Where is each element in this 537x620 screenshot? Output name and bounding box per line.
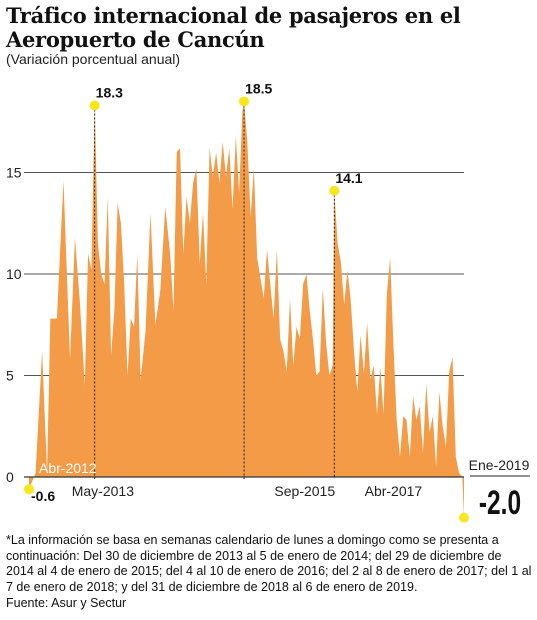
area-series	[29, 101, 464, 518]
annotation-marker	[459, 512, 469, 523]
annotation-label: 14.1	[335, 170, 362, 186]
chart-title: Tráfico internacional de pasajeros en el…	[6, 3, 461, 52]
y-tick-label: 15	[6, 165, 22, 181]
annotation-marker	[329, 185, 340, 196]
annotation-marker	[239, 96, 250, 107]
annotation-lines	[94, 101, 335, 479]
area-series-fill	[29, 101, 464, 518]
x-tick-label: Abr-2012	[39, 460, 97, 476]
chart-subtitle: (Variación porcentual anual)	[6, 51, 181, 67]
annotation-label: -2.0	[479, 484, 521, 522]
x-tick-label: Abr-2017	[365, 483, 423, 499]
annotation-marker	[24, 484, 34, 495]
annotation-label: 18.3	[96, 85, 123, 101]
x-tick-label: May-2013	[72, 483, 134, 499]
footnote: *La información se basa en semanas calen…	[6, 533, 532, 594]
annotation-label: 18.5	[245, 80, 272, 96]
y-tick-label: 10	[6, 266, 22, 282]
x-tick-label: Sep-2015	[274, 483, 335, 499]
annotation-marker	[89, 100, 100, 111]
annotation-label: -0.6	[31, 488, 55, 504]
x-tick-labels: Abr-2012 May-2013 Sep-2015 Abr-2017 Ene-2019	[39, 457, 530, 499]
y-tick-label: 0	[6, 469, 14, 485]
annotation-markers: 18.3 18.5 14.1 -0.6 -2.0	[24, 80, 521, 523]
y-tick-label: 5	[6, 368, 14, 384]
source-note: Fuente: Asur y Sectur	[6, 596, 127, 610]
x-tick-label: Ene-2019	[469, 457, 530, 473]
chart-svg: 0 5 10 15 Abr-2012 May-2013 Sep-2015 Abr-2017 E…	[6, 80, 530, 523]
y-tick-labels: 0 5 10 15	[6, 165, 22, 486]
